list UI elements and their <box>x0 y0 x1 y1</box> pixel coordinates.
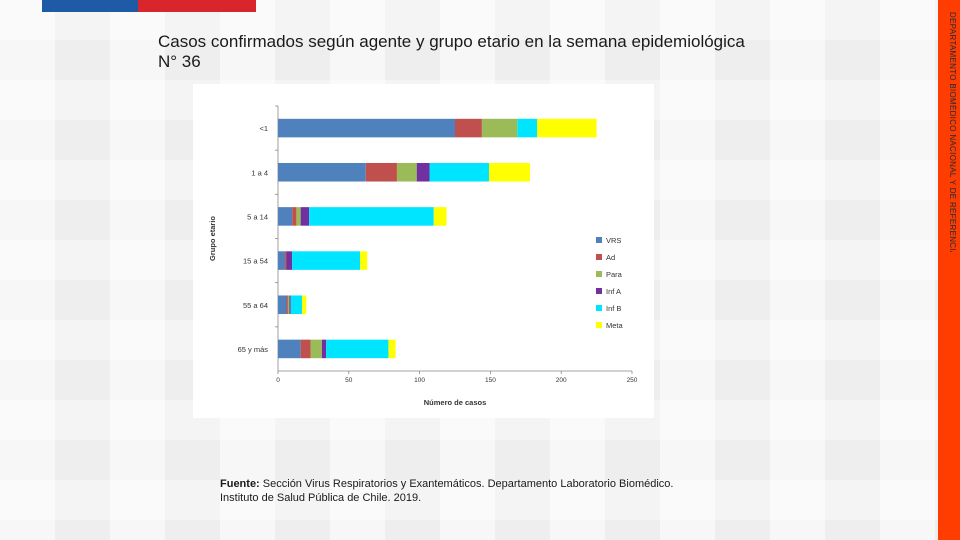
bar-segment-meta <box>360 251 368 270</box>
side-accent-bar <box>938 0 960 540</box>
x-tick-label: 250 <box>627 377 638 384</box>
bar-segment-para <box>396 162 417 182</box>
legend-swatch <box>596 237 602 243</box>
bar-segment-inf-b <box>429 162 489 182</box>
x-tick-label: 200 <box>556 377 567 384</box>
x-tick-label: 50 <box>345 377 353 384</box>
bar-segment-inf-b <box>290 295 303 315</box>
bar-segment-meta <box>537 118 597 138</box>
x-tick-label: 150 <box>485 377 496 384</box>
bar-segment-vrs <box>278 295 287 315</box>
bar-segment-ad <box>285 251 287 270</box>
x-tick-label: 100 <box>414 377 425 384</box>
bar-segment-inf-b <box>517 118 538 138</box>
x-tick-label: 0 <box>276 377 280 384</box>
department-label: DEPARTAMENTO BIOMÉDICO NACIONAL Y DE REF… <box>948 12 957 252</box>
flag-blue-stripe <box>42 0 138 12</box>
legend-swatch <box>596 254 602 260</box>
bar-segment-meta <box>433 207 447 226</box>
slide-title: Casos confirmados según agente y grupo e… <box>158 32 745 71</box>
bar-segment-inf-a <box>286 251 293 270</box>
bar-segment-ad <box>292 207 297 226</box>
bar-segment-vrs <box>278 251 286 270</box>
y-tick-label: 5 a 14 <box>247 212 268 221</box>
bar-segment-meta <box>302 295 307 315</box>
legend-swatch <box>596 271 602 277</box>
legend-label: Para <box>606 270 623 279</box>
stacked-bar-chart: 0 50 100 150 200 250 <1 1 a 4 5 a 14 15 a 54 55 a … <box>208 105 638 407</box>
y-tick-label: 65 y más <box>238 345 269 354</box>
bar-segment-ad <box>365 162 397 182</box>
bar-segment-inf-a <box>289 295 291 315</box>
source-text: Sección Virus Respiratorios y Exantemáti… <box>259 478 674 490</box>
bar-segment-ad <box>286 295 288 315</box>
bar-segment-inf-b <box>309 207 434 226</box>
x-axis-title: Número de casos <box>424 398 487 407</box>
bar-segment-vrs <box>278 118 455 138</box>
bar-segment-ad <box>455 118 482 138</box>
bar-segment-inf-a <box>321 339 327 359</box>
bar-segment-inf-b <box>326 339 389 359</box>
bar-segment-vrs <box>278 207 293 226</box>
chart-panel: 0 50 100 150 200 250 <1 1 a 4 5 a 14 15 a 54 55 a … <box>193 84 654 418</box>
bar-segment-vrs <box>278 339 301 359</box>
bar-segment-vrs <box>278 162 366 182</box>
bar-segment-para <box>296 207 301 226</box>
y-axis-title: Grupo etario <box>208 216 217 261</box>
legend-swatch <box>596 288 602 294</box>
bar-segment-para <box>287 295 290 315</box>
source-label: Fuente: <box>220 478 260 490</box>
bar-segment-meta <box>388 339 396 359</box>
bar-segment-inf-a <box>416 162 430 182</box>
y-tick-label: 55 a 64 <box>243 301 268 310</box>
y-tick-label: <1 <box>259 124 268 133</box>
source-note: Fuente: Sección Virus Respiratorios y Ex… <box>220 477 740 505</box>
bar-segment-para <box>481 118 518 138</box>
y-tick-label: 1 a 4 <box>251 168 268 177</box>
legend-swatch <box>596 322 602 328</box>
bar-segment-ad <box>300 339 311 359</box>
legend-label: Inf A <box>606 287 621 296</box>
bar-segment-para <box>310 339 322 359</box>
legend-label: Inf B <box>606 304 621 313</box>
legend-swatch <box>596 305 602 311</box>
y-tick-label: 15 a 54 <box>243 257 268 266</box>
bar-segment-inf-a <box>300 207 310 226</box>
legend-label: VRS <box>606 236 621 245</box>
flag-red-stripe <box>138 0 256 12</box>
legend-label: Ad <box>606 253 615 262</box>
source-text-line2: Instituto de Salud Pública de Chile. 201… <box>220 492 422 504</box>
bar-segment-meta <box>488 162 531 182</box>
legend-label: Meta <box>606 321 624 330</box>
bar-segment-inf-b <box>292 251 361 270</box>
